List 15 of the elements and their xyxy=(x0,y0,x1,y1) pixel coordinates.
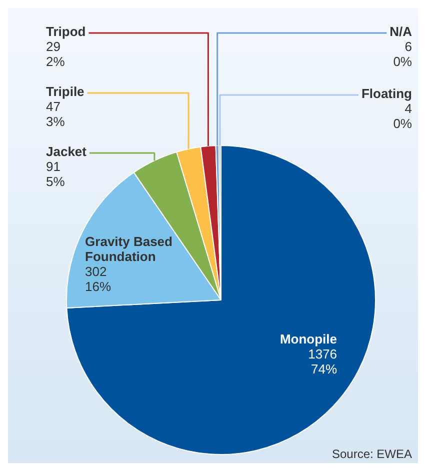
slice-label: Floating xyxy=(361,86,412,102)
data-label: 29 2% xyxy=(46,39,66,70)
data-label: 1376 74% xyxy=(308,346,338,376)
slice-label: Tripod xyxy=(46,24,86,40)
data-label: 6 0% xyxy=(393,39,412,70)
slice-label: N/A xyxy=(390,24,413,40)
source-note: Source: EWEA xyxy=(332,447,412,461)
data-label: 4 0% xyxy=(393,101,412,132)
data-label: 47 3% xyxy=(46,99,66,130)
slice-label: Monopile xyxy=(280,331,338,346)
slice-label: Tripile xyxy=(46,84,84,100)
slice-label: Jacket xyxy=(46,144,88,160)
data-label: 91 5% xyxy=(46,159,66,190)
slice-label: Gravity Based Foundation xyxy=(85,234,173,264)
data-label: 302 16% xyxy=(85,264,112,294)
